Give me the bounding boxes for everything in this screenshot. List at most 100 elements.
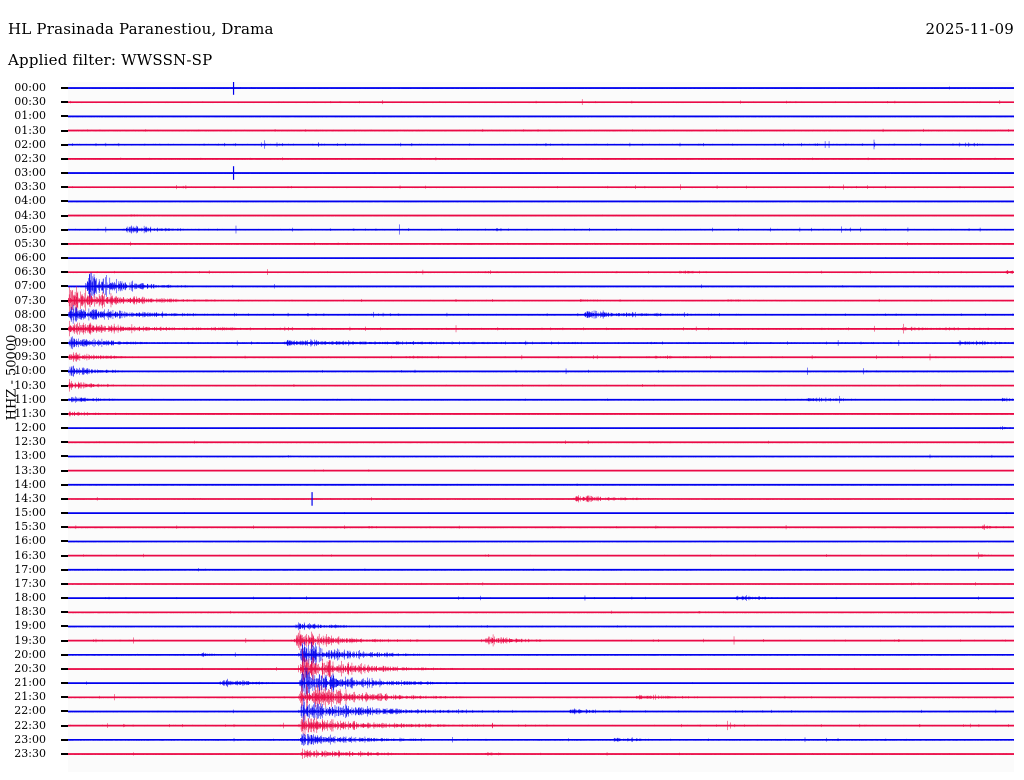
time-axis-tick (61, 597, 68, 600)
time-axis-tick (61, 115, 68, 118)
time-axis-tick (61, 568, 68, 571)
time-axis-label: 01:30 (14, 123, 46, 137)
time-axis-label: 17:30 (14, 576, 46, 590)
time-axis-label: 06:30 (14, 265, 46, 279)
time-axis-label: 21:30 (14, 690, 46, 704)
time-axis-label: 11:30 (14, 406, 46, 420)
time-axis-tick (61, 356, 68, 359)
time-axis-tick (61, 667, 68, 670)
seismogram-plot (68, 82, 1014, 772)
time-axis-label: 15:30 (14, 520, 46, 534)
time-axis-label: 03:00 (14, 166, 46, 180)
time-axis-label: 12:30 (14, 435, 46, 449)
time-axis-label: 00:00 (14, 81, 46, 94)
time-axis-label: 22:30 (14, 718, 46, 732)
time-axis-tick (61, 738, 68, 741)
time-axis-tick (61, 455, 68, 458)
time-axis-tick (61, 512, 68, 515)
time-axis-tick (61, 129, 68, 132)
page-title: HL Prasinada Paranestiou, Drama (8, 20, 274, 38)
time-axis-tick (61, 653, 68, 656)
time-axis-label: 09:30 (14, 350, 46, 364)
time-axis-label: 22:00 (14, 704, 46, 718)
time-axis-tick (61, 299, 68, 302)
time-axis-label: 15:00 (14, 506, 46, 520)
time-axis-label: 07:30 (14, 293, 46, 307)
time-axis-label: 20:00 (14, 647, 46, 661)
time-axis-tick (61, 441, 68, 444)
time-axis-label: 13:30 (14, 463, 46, 477)
time-axis-tick (61, 611, 68, 614)
time-axis-label: 19:30 (14, 633, 46, 647)
time-axis-label: 02:00 (14, 137, 46, 151)
time-axis-tick (61, 101, 68, 104)
time-axis-tick (61, 625, 68, 628)
time-axis-tick (61, 483, 68, 486)
time-axis-label: 18:30 (14, 605, 46, 619)
time-axis-tick (61, 200, 68, 203)
time-axis-tick (61, 582, 68, 585)
time-axis-label: 14:30 (14, 491, 46, 505)
time-axis-tick (61, 384, 68, 387)
applied-filter-label: Applied filter: WWSSN-SP (8, 51, 213, 69)
time-axis-tick (61, 87, 68, 89)
time-axis-label: 05:00 (14, 222, 46, 236)
time-axis-tick (61, 526, 68, 529)
time-axis-tick (61, 540, 68, 543)
time-axis-tick (61, 285, 68, 288)
time-axis-label: 17:00 (14, 562, 46, 576)
time-axis-tick (61, 398, 68, 401)
time-axis-tick (61, 172, 68, 175)
time-axis-tick (61, 497, 68, 500)
time-axis-tick (61, 242, 68, 245)
time-axis-label: 16:30 (14, 548, 46, 562)
seismogram-canvas (68, 82, 1014, 772)
time-axis-label: 09:00 (14, 336, 46, 350)
time-axis-label: 03:30 (14, 180, 46, 194)
time-axis-tick (61, 143, 68, 146)
time-axis-label: 00:30 (14, 95, 46, 109)
time-axis-tick (61, 639, 68, 642)
time-axis-tick (61, 710, 68, 713)
time-axis-label: 13:00 (14, 449, 46, 463)
time-axis-tick (61, 554, 68, 557)
time-axis-tick (61, 696, 68, 699)
time-axis-tick (61, 313, 68, 316)
time-axis-label: 23:30 (14, 746, 46, 760)
record-date: 2025-11-09 (925, 20, 1014, 38)
time-axis-label: 02:30 (14, 151, 46, 165)
time-axis-label: 01:00 (14, 109, 46, 123)
time-axis-tick (61, 469, 68, 472)
time-axis-tick (61, 271, 68, 274)
time-axis-label: 20:30 (14, 661, 46, 675)
time-axis-tick (61, 370, 68, 373)
time-axis-tick (61, 228, 68, 231)
time-axis-label: 04:30 (14, 208, 46, 222)
time-axis: 00:00 00:30 01:00 01:30 02:00 02:30 03:00 03:30… (0, 82, 68, 780)
time-axis-tick (61, 752, 68, 755)
time-axis-tick (61, 157, 68, 160)
time-axis-label: 07:00 (14, 279, 46, 293)
time-axis-label: 12:00 (14, 421, 46, 435)
time-axis-tick (61, 342, 68, 345)
time-axis-tick (61, 682, 68, 685)
time-axis-label: 10:30 (14, 378, 46, 392)
time-axis-label: 21:00 (14, 676, 46, 690)
time-axis-tick (61, 186, 68, 189)
time-axis-label: 08:30 (14, 321, 46, 335)
time-axis-tick (61, 257, 68, 260)
time-axis-tick (61, 427, 68, 430)
time-axis-label: 18:00 (14, 591, 46, 605)
time-axis-tick (61, 724, 68, 727)
time-axis-tick (61, 214, 68, 217)
time-axis-label: 11:00 (14, 392, 46, 406)
time-axis-label: 05:30 (14, 236, 46, 250)
time-axis-label: 10:00 (14, 364, 46, 378)
time-axis-label: 16:00 (14, 534, 46, 548)
time-axis-label: 06:00 (14, 251, 46, 265)
time-axis-label: 04:00 (14, 194, 46, 208)
time-axis-label: 08:00 (14, 307, 46, 321)
time-axis-label: 23:00 (14, 732, 46, 746)
time-axis-label: 14:00 (14, 477, 46, 491)
